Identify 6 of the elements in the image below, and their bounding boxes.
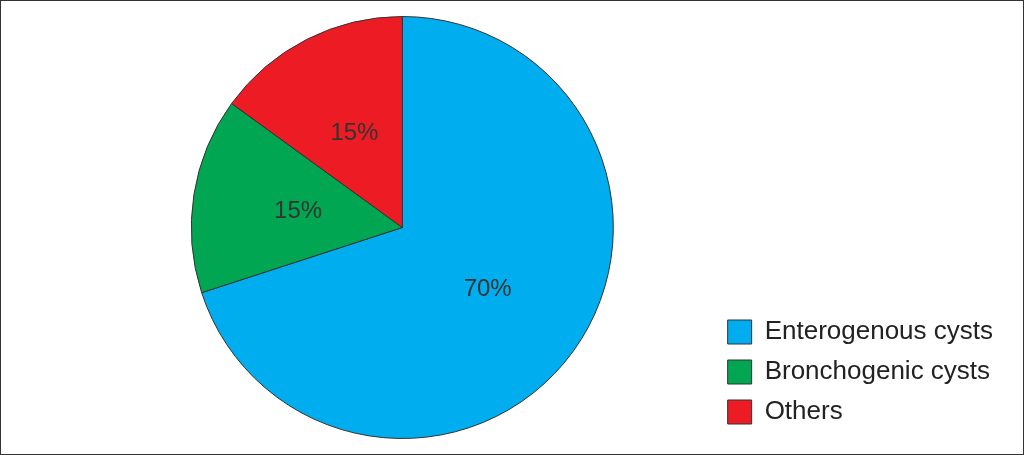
legend-label: Others (764, 395, 843, 426)
legend-label: Enterogenous cysts (764, 315, 994, 346)
data-label: 15% (274, 195, 323, 223)
legend-label: Bronchogenic cysts (764, 355, 991, 386)
data-label: 70% (463, 274, 512, 302)
data-label: 15% (330, 118, 379, 146)
